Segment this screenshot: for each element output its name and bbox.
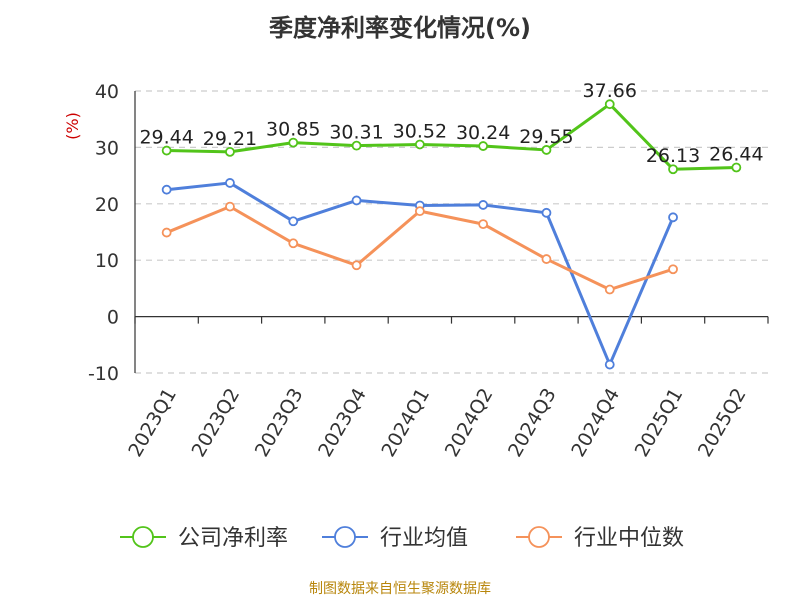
data-point [288, 137, 299, 148]
y-tick-label: 20 [95, 194, 119, 216]
data-point [541, 254, 552, 264]
data-label: 26.44 [709, 143, 763, 165]
data-point [414, 206, 425, 217]
data-point [604, 99, 615, 110]
y-tick-label: 10 [95, 250, 119, 272]
x-tick-label: 2023Q3 [251, 385, 308, 461]
data-label: 29.21 [203, 128, 257, 150]
data-point [351, 195, 362, 206]
data-point [351, 140, 362, 151]
data-point [668, 164, 678, 175]
data-point [604, 359, 615, 370]
data-label: 30.31 [329, 122, 383, 144]
data-label: 29.55 [519, 126, 573, 148]
data-point [288, 238, 299, 249]
data-label: 29.44 [139, 127, 193, 149]
data-point [541, 207, 552, 218]
data-point [478, 141, 489, 151]
legend-label: 行业均值 [380, 526, 468, 551]
x-tick-label: 2025Q2 [694, 385, 751, 461]
data-point [668, 212, 678, 223]
legend-marker [132, 526, 154, 548]
x-tick-label: 2023Q4 [314, 385, 371, 461]
x-tick-label: 2024Q4 [567, 385, 624, 461]
data-label: 26.13 [646, 145, 700, 167]
data-point [604, 284, 615, 295]
x-tick-label: 2025Q1 [631, 385, 688, 461]
data-point [478, 219, 489, 230]
legend-label: 行业中位数 [574, 526, 684, 551]
x-tick-label: 2024Q1 [377, 385, 434, 461]
data-point [161, 184, 172, 195]
x-tick-label: 2023Q2 [188, 385, 245, 461]
y-tick-label: -10 [88, 363, 119, 385]
data-point [541, 145, 552, 155]
series-line-0 [166, 102, 737, 171]
legend-marker [528, 526, 550, 548]
y-tick-label: 40 [95, 81, 119, 103]
data-point [668, 264, 678, 275]
data-label: 30.24 [456, 122, 510, 144]
data-point [478, 200, 489, 210]
data-point [225, 178, 235, 188]
data-point [225, 146, 235, 157]
data-point [161, 145, 172, 156]
x-tick-label: 2023Q1 [124, 385, 181, 461]
y-tick-label: 30 [95, 137, 119, 159]
legend-marker [334, 526, 356, 548]
data-point [731, 162, 742, 173]
chart-title: 季度净利率变化情况(%) [269, 14, 531, 42]
x-tick-label: 2024Q2 [441, 385, 498, 461]
data-point [161, 227, 172, 238]
data-point [225, 201, 235, 212]
data-label: 30.52 [393, 120, 447, 142]
data-label: 30.85 [266, 119, 320, 141]
data-label: 37.66 [583, 80, 637, 102]
data-point [288, 216, 299, 227]
legend-label: 公司净利率 [178, 526, 288, 551]
source-note: 制图数据来自恒生聚源数据库 [309, 581, 491, 597]
data-point [351, 260, 362, 271]
x-tick-label: 2024Q3 [504, 385, 561, 461]
series-line-2 [166, 205, 674, 292]
y-tick-label: 0 [107, 307, 119, 329]
y-axis-label: (%) [63, 112, 82, 140]
data-point [414, 139, 425, 150]
